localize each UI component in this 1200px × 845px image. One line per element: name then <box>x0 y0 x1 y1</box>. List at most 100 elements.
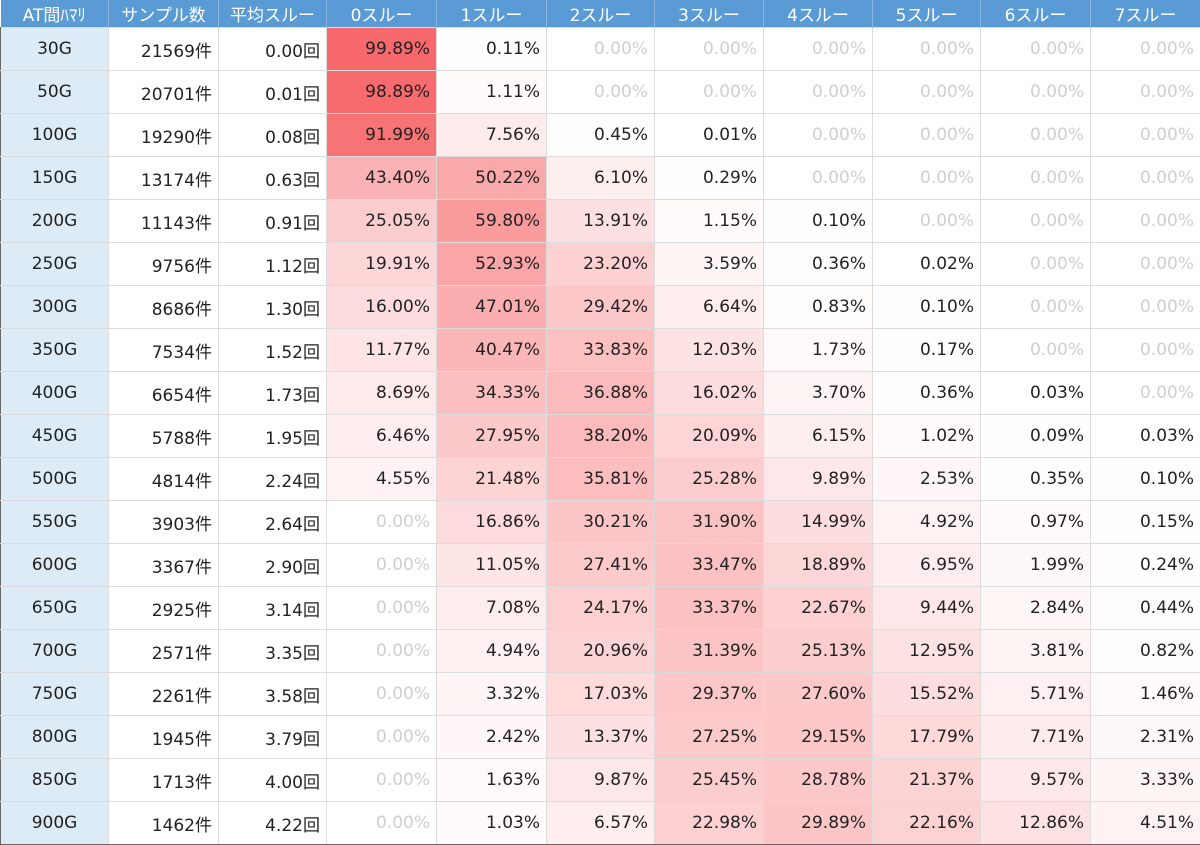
data-cell: 1.03% <box>436 801 547 845</box>
data-cell: 0.24% <box>1090 543 1200 587</box>
data-cell: 2.53% <box>872 457 981 501</box>
header-row: AT間ﾊﾏﾘ サンプル数 平均スルー 0スルー 1スルー 2スルー 3スルー 4スルー 5スルー… <box>0 0 1200 28</box>
data-cell: 13.91% <box>546 199 655 243</box>
data-cell: 0.36% <box>763 242 873 286</box>
data-cell: 0.00% <box>872 113 981 157</box>
data-cell: 0.36% <box>872 371 981 415</box>
data-cell: 1.46% <box>1090 672 1200 716</box>
data-cell: 8.69% <box>326 371 437 415</box>
row-label: 50G <box>0 70 109 114</box>
header-cell: 平均スルー <box>218 0 327 28</box>
data-cell: 24.17% <box>546 586 655 630</box>
data-cell: 2.84% <box>980 586 1091 630</box>
data-cell: 0.00% <box>980 199 1091 243</box>
data-cell: 0.63回 <box>218 156 327 200</box>
data-cell: 0.35% <box>980 457 1091 501</box>
data-cell: 3367件 <box>108 543 219 587</box>
data-cell: 9756件 <box>108 242 219 286</box>
table-row: 200G 11143件 0.91回 25.05% 59.80% 13.91% 1.15% 0.… <box>0 199 1200 243</box>
data-cell: 0.00% <box>1090 113 1200 157</box>
row-label: 200G <box>0 199 109 243</box>
data-cell: 36.88% <box>546 371 655 415</box>
data-cell: 0.00% <box>980 113 1091 157</box>
row-label: 850G <box>0 758 109 802</box>
data-cell: 6.46% <box>326 414 437 458</box>
data-cell: 0.17% <box>872 328 981 372</box>
data-cell: 16.00% <box>326 285 437 329</box>
data-cell: 0.00% <box>326 801 437 845</box>
data-cell: 27.41% <box>546 543 655 587</box>
data-cell: 29.37% <box>654 672 764 716</box>
data-cell: 1.63% <box>436 758 547 802</box>
data-cell: 12.95% <box>872 629 981 673</box>
data-cell: 9.87% <box>546 758 655 802</box>
header-cell: 0スルー <box>326 0 437 28</box>
data-cell: 25.28% <box>654 457 764 501</box>
data-cell: 12.86% <box>980 801 1091 845</box>
data-cell: 11.05% <box>436 543 547 587</box>
data-cell: 31.90% <box>654 500 764 544</box>
data-cell: 0.00% <box>1090 285 1200 329</box>
data-cell: 2.24回 <box>218 457 327 501</box>
header-cell: 7スルー <box>1090 0 1200 28</box>
data-cell: 2.64回 <box>218 500 327 544</box>
data-cell: 0.00% <box>326 758 437 802</box>
data-cell: 47.01% <box>436 285 547 329</box>
data-cell: 0.00% <box>546 70 655 114</box>
data-cell: 0.00% <box>872 27 981 71</box>
data-cell: 9.89% <box>763 457 873 501</box>
row-label: 450G <box>0 414 109 458</box>
row-label: 500G <box>0 457 109 501</box>
header-cell: 1スルー <box>436 0 547 28</box>
data-cell: 8686件 <box>108 285 219 329</box>
data-cell: 4.55% <box>326 457 437 501</box>
data-cell: 29.15% <box>763 715 873 759</box>
header-cell: 5スルー <box>872 0 981 28</box>
data-cell: 7.71% <box>980 715 1091 759</box>
data-cell: 0.00% <box>1090 156 1200 200</box>
data-cell: 21.48% <box>436 457 547 501</box>
data-cell: 22.67% <box>763 586 873 630</box>
table-row: 150G 13174件 0.63回 43.40% 50.22% 6.10% 0.29% 0.0… <box>0 156 1200 200</box>
data-cell: 0.00% <box>654 70 764 114</box>
row-label: 600G <box>0 543 109 587</box>
data-cell: 7.08% <box>436 586 547 630</box>
data-cell: 0.00% <box>326 629 437 673</box>
data-cell: 0.01% <box>654 113 764 157</box>
data-cell: 0.00% <box>326 543 437 587</box>
data-cell: 1.12回 <box>218 242 327 286</box>
data-cell: 3.70% <box>763 371 873 415</box>
data-cell: 21.37% <box>872 758 981 802</box>
data-cell: 6.64% <box>654 285 764 329</box>
data-cell: 21569件 <box>108 27 219 71</box>
data-cell: 3.58回 <box>218 672 327 716</box>
data-cell: 38.20% <box>546 414 655 458</box>
data-cell: 2.31% <box>1090 715 1200 759</box>
data-cell: 0.00% <box>872 156 981 200</box>
data-cell: 0.00% <box>326 672 437 716</box>
table-row: 650G 2925件 3.14回 0.00% 7.08% 24.17% 33.37% 22.6… <box>0 586 1200 630</box>
data-cell: 4.00回 <box>218 758 327 802</box>
row-label: 350G <box>0 328 109 372</box>
data-cell: 1.11% <box>436 70 547 114</box>
data-cell: 20701件 <box>108 70 219 114</box>
data-cell: 31.39% <box>654 629 764 673</box>
data-cell: 1.73% <box>763 328 873 372</box>
data-cell: 0.82% <box>1090 629 1200 673</box>
data-cell: 0.00% <box>1090 27 1200 71</box>
data-cell: 0.00% <box>980 328 1091 372</box>
data-cell: 12.03% <box>654 328 764 372</box>
data-cell: 16.02% <box>654 371 764 415</box>
row-label: 650G <box>0 586 109 630</box>
data-cell: 17.79% <box>872 715 981 759</box>
data-cell: 27.25% <box>654 715 764 759</box>
data-cell: 0.00% <box>326 586 437 630</box>
data-cell: 0.44% <box>1090 586 1200 630</box>
row-label: 100G <box>0 113 109 157</box>
data-cell: 0.00% <box>763 156 873 200</box>
data-cell: 1.30回 <box>218 285 327 329</box>
data-cell: 1.52回 <box>218 328 327 372</box>
row-label: 150G <box>0 156 109 200</box>
data-cell: 0.45% <box>546 113 655 157</box>
